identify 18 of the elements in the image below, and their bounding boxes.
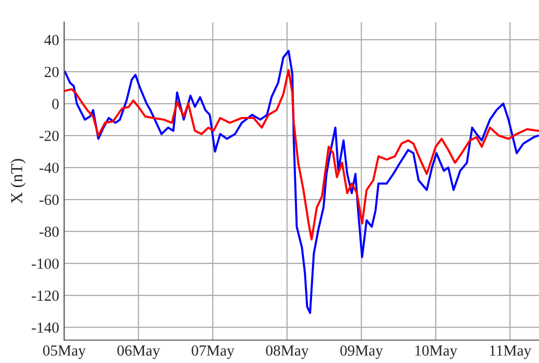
x-tick-label: 09May xyxy=(340,345,383,359)
y-tick-label: 0 xyxy=(52,98,59,110)
x-tick-label: 11May xyxy=(490,345,532,359)
x-tick-label: 07May xyxy=(192,345,234,359)
y-tick-label: 20 xyxy=(44,66,59,78)
y-tick-label: -20 xyxy=(39,130,59,142)
x-tick-label: 05May xyxy=(43,345,86,359)
x-tick-label: 06May xyxy=(117,345,160,359)
x-tick-label: 08May xyxy=(266,345,309,359)
y-tick-label: 40 xyxy=(44,34,59,46)
y-tick-label: -80 xyxy=(39,226,59,237)
y-tick-label: -40 xyxy=(39,162,59,174)
x-tick-label: 10May xyxy=(415,345,458,359)
y-tick-label: -140 xyxy=(32,322,59,333)
y-tick-label: -60 xyxy=(39,194,59,205)
y-tick-label: -100 xyxy=(32,258,59,269)
y-axis-title: X (nT) xyxy=(10,158,26,204)
y-tick-label: -120 xyxy=(32,290,59,301)
